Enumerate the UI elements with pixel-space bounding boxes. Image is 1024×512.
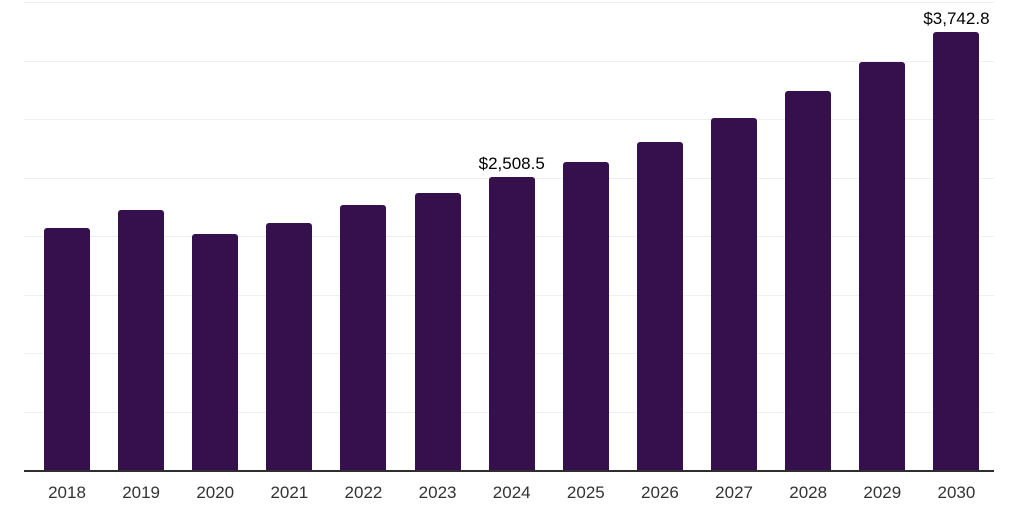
gridline xyxy=(24,119,994,120)
bar-value-label-2024: $2,508.5 xyxy=(478,153,545,173)
bar-2018 xyxy=(44,227,90,470)
x-tick-label-2023: 2023 xyxy=(418,483,457,502)
x-tick-label-2020: 2020 xyxy=(196,483,235,502)
bar-2020 xyxy=(192,234,239,470)
bar-2028 xyxy=(785,91,832,470)
x-tick-label-2025: 2025 xyxy=(566,483,605,502)
x-tick-label-2024: 2024 xyxy=(492,483,531,502)
plot-area: $2,508.5 $3,742.8 xyxy=(24,2,994,472)
x-tick-label-2027: 2027 xyxy=(715,483,753,502)
bar-2022 xyxy=(340,205,387,470)
x-tick-label-2030: 2030 xyxy=(937,483,976,502)
gridline xyxy=(24,60,994,62)
bar-2030 xyxy=(933,32,980,470)
bar-2027 xyxy=(711,118,758,470)
bar-2026 xyxy=(636,141,683,470)
x-tick-label-2019: 2019 xyxy=(122,483,161,502)
x-tick-label-2026: 2026 xyxy=(641,483,679,502)
bar-2023 xyxy=(414,192,461,470)
bar-value-label-2030: $3,742.8 xyxy=(923,9,990,29)
x-axis: 2018 2019 2020 2021 2022 2023 2024 2025 2026 2027… xyxy=(24,483,994,507)
gridline xyxy=(24,2,994,3)
x-tick-label-2022: 2022 xyxy=(344,483,383,502)
bar-2024 xyxy=(488,176,535,470)
bar-2021 xyxy=(266,223,313,470)
bar-2029 xyxy=(859,62,906,470)
x-tick-label-2018: 2018 xyxy=(48,483,86,502)
x-tick-label-2021: 2021 xyxy=(270,483,309,502)
x-tick-label-2029: 2029 xyxy=(863,483,902,502)
bar-2025 xyxy=(562,161,609,470)
x-tick-label-2028: 2028 xyxy=(789,483,828,502)
bar-2019 xyxy=(118,210,165,470)
